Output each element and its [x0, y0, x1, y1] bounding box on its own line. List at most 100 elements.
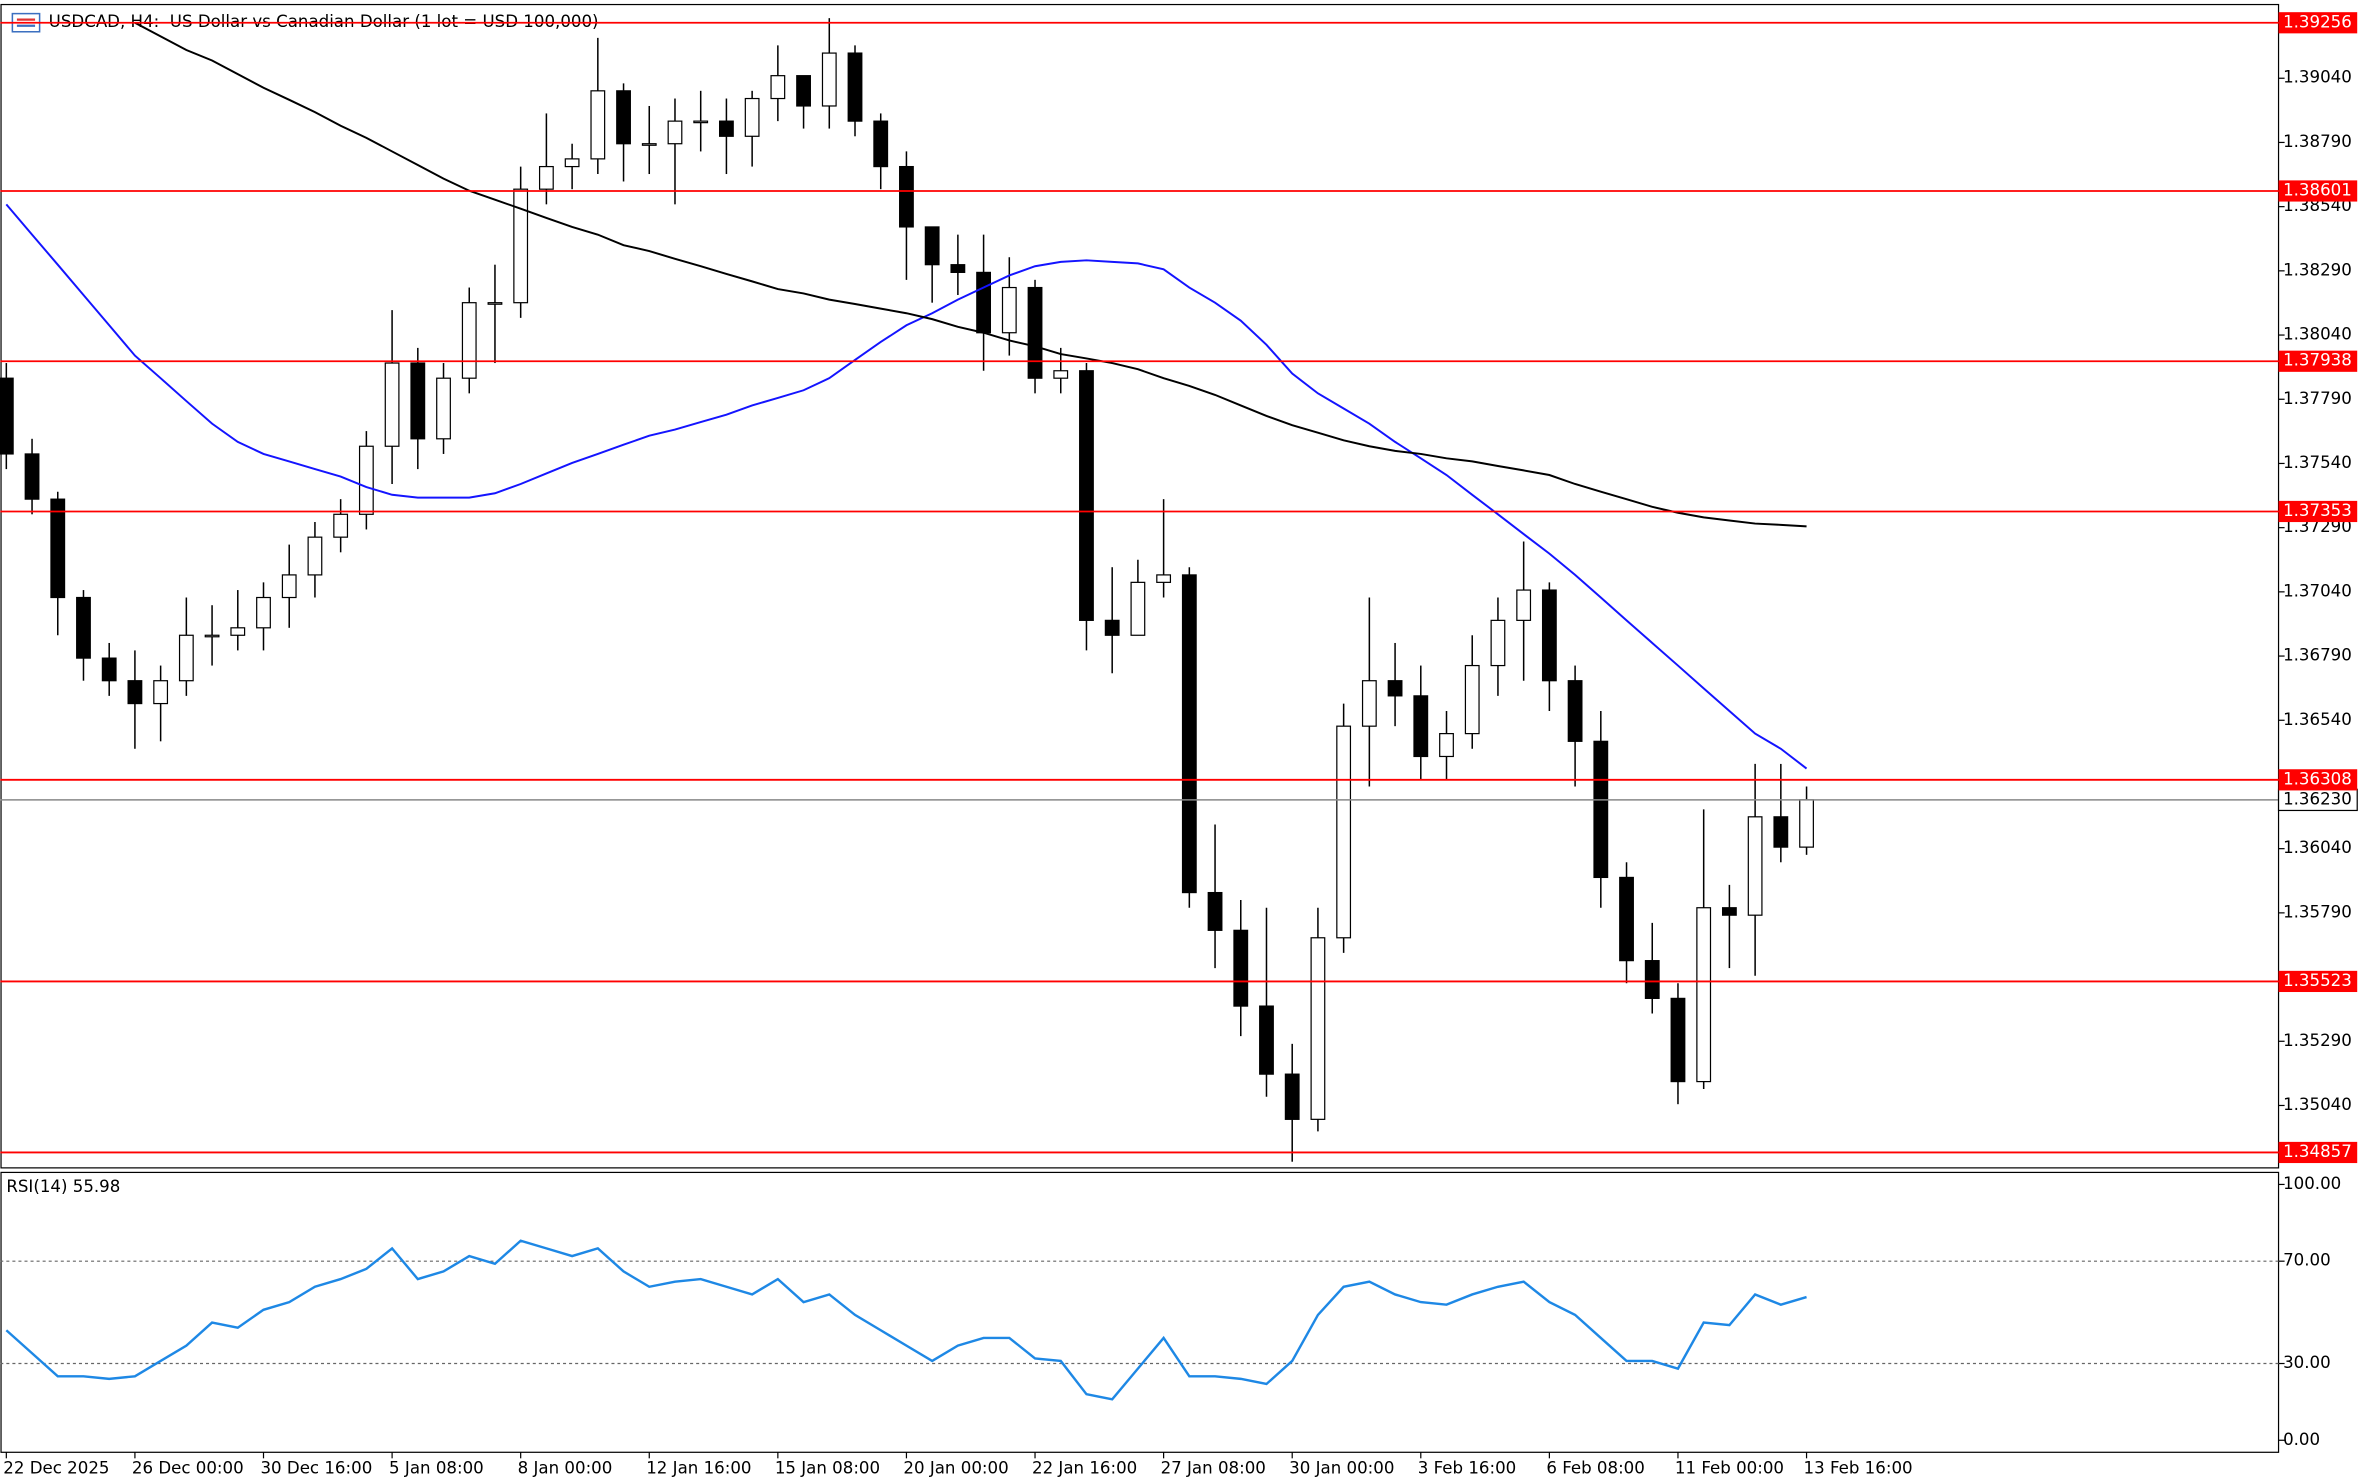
candle-body [1516, 589, 1532, 621]
y-tick-label: 1.36540 [2283, 710, 2352, 729]
rsi-title: RSI(14) 55.98 [6, 1177, 120, 1196]
chart-title: USDCAD, H4: US Dollar vs Canadian Dollar… [49, 12, 599, 31]
candle-body [1747, 816, 1763, 916]
candle-body [1259, 1005, 1274, 1075]
candle-body [1773, 816, 1789, 848]
level-label: 1.38601 [2283, 180, 2352, 199]
candle-body [1413, 695, 1429, 758]
level-box [2278, 769, 2358, 791]
candle-body [24, 453, 40, 500]
level-label: 1.34857 [2283, 1142, 2352, 1161]
candle-body [1310, 937, 1326, 1120]
candle-body [410, 362, 426, 440]
y-tick-label: 1.37540 [2283, 453, 2352, 472]
y-tick-label: 1.38290 [2283, 260, 2352, 279]
y-tick-label: 1.36790 [2283, 646, 2352, 665]
y-tick-label: 1.35790 [2283, 902, 2352, 921]
candle-body [1464, 664, 1480, 735]
candle-body [873, 120, 889, 168]
candle-body [230, 627, 246, 636]
candle-body [101, 657, 117, 682]
y-tick-label: 70.00 [2283, 1251, 2331, 1270]
level-box [2278, 12, 2358, 34]
moving-average [134, 21, 1807, 528]
candle-body [1027, 286, 1043, 379]
candle-body [641, 143, 657, 146]
level-label: 1.36308 [2283, 769, 2352, 788]
candle-body [1670, 997, 1686, 1083]
x-tick-label: 6 Feb 08:00 [1546, 1458, 1645, 1477]
x-tick-label: 12 Jan 16:00 [646, 1458, 751, 1477]
rsi-line [5, 1239, 1807, 1401]
candle-body [564, 158, 580, 168]
moving-average [5, 203, 1808, 770]
y-tick-label: 1.36040 [2283, 838, 2352, 857]
y-tick-label: 1.37040 [2283, 581, 2352, 600]
candle-body [204, 634, 220, 638]
rsi-panel-frame [0, 1171, 2280, 1453]
candle-body [1387, 680, 1403, 697]
candle-body [1696, 907, 1712, 1083]
level-box [2278, 180, 2358, 202]
x-tick-label: 20 Jan 00:00 [903, 1458, 1008, 1477]
level-box [2278, 1141, 2358, 1164]
x-tick-label: 5 Jan 08:00 [389, 1458, 484, 1477]
level-box [2278, 500, 2358, 523]
candle-body [924, 226, 940, 266]
x-tick-label: 22 Jan 16:00 [1032, 1458, 1137, 1477]
candle-body [1567, 680, 1583, 742]
x-tick-label: 30 Jan 00:00 [1289, 1458, 1394, 1477]
x-tick-label: 30 Dec 16:00 [260, 1458, 372, 1477]
candle-body [899, 165, 914, 228]
x-tick-label: 11 Feb 00:00 [1675, 1458, 1784, 1477]
candle-body [1439, 733, 1454, 758]
level-label: 1.37353 [2283, 501, 2352, 520]
candle-body [796, 75, 811, 107]
candle-body [384, 362, 400, 447]
x-tick-label: 27 Jan 08:00 [1161, 1458, 1266, 1477]
candle-body [950, 264, 966, 273]
x-tick-label: 13 Feb 16:00 [1804, 1458, 1913, 1477]
y-tick-label: 1.37790 [2283, 389, 2352, 408]
level-label: 1.37938 [2283, 351, 2352, 370]
candle-body [667, 120, 683, 145]
candle-body [538, 165, 554, 190]
candle-body [1104, 619, 1120, 636]
candle-body [0, 377, 14, 455]
candle-body [76, 596, 91, 659]
candle-body [770, 75, 786, 100]
candle-body [590, 90, 606, 160]
candle-body [976, 271, 992, 334]
x-tick-label: 8 Jan 00:00 [518, 1458, 613, 1477]
candle-body [1207, 891, 1223, 931]
candle-body [50, 498, 66, 599]
candle-body [178, 634, 194, 682]
candle-body [1541, 589, 1557, 682]
candle-body [281, 574, 297, 599]
y-tick-label: 1.39040 [2283, 68, 2352, 87]
candle-body [1156, 574, 1172, 583]
candle-body [1284, 1073, 1300, 1120]
candle-body [358, 445, 374, 515]
candle-body [127, 680, 143, 705]
level-label: 1.39256 [2283, 12, 2352, 31]
x-tick-label: 26 Dec 00:00 [132, 1458, 244, 1477]
candle-body [821, 52, 837, 107]
candle-body [487, 302, 503, 305]
candle-body [436, 377, 451, 440]
x-tick-label: 3 Feb 16:00 [1418, 1458, 1517, 1477]
candle-body [1053, 370, 1069, 379]
candle-body [1644, 960, 1660, 999]
candle-body [307, 536, 323, 576]
level-box [2278, 970, 2358, 993]
candle-body [333, 513, 349, 538]
level-label: 1.35523 [2283, 971, 2352, 990]
candle-body [153, 680, 169, 705]
candle-body [719, 120, 734, 137]
candle-body [693, 120, 709, 124]
y-tick-label: 30.00 [2283, 1353, 2331, 1372]
candle-body [1181, 574, 1197, 894]
x-tick-label: 15 Jan 08:00 [775, 1458, 880, 1477]
